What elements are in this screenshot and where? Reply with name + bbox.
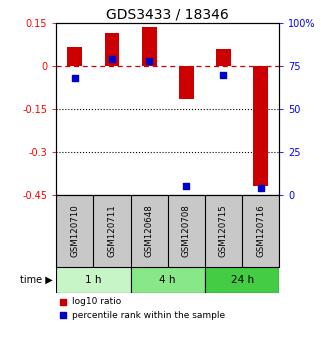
Text: time ▶: time ▶: [20, 275, 53, 285]
Point: [72, 75, 77, 81]
Text: GSM120716: GSM120716: [256, 204, 265, 257]
Point: [221, 72, 226, 78]
Text: log10 ratio: log10 ratio: [72, 297, 121, 307]
Bar: [67, 47, 82, 66]
Bar: [131, 267, 205, 293]
Bar: [56, 267, 131, 293]
Bar: [216, 49, 231, 66]
Bar: [205, 267, 279, 293]
Point: [147, 58, 152, 64]
Text: GSM120710: GSM120710: [70, 204, 79, 257]
Text: 1 h: 1 h: [85, 275, 102, 285]
Bar: [179, 66, 194, 99]
Point: [60, 313, 65, 318]
Text: GSM120648: GSM120648: [145, 204, 154, 257]
Text: percentile rank within the sample: percentile rank within the sample: [72, 311, 225, 320]
Text: 4 h: 4 h: [160, 275, 176, 285]
Point: [109, 56, 115, 62]
Point: [184, 183, 189, 189]
Bar: [253, 66, 268, 186]
Bar: [142, 27, 157, 66]
Text: GSM120711: GSM120711: [108, 204, 117, 257]
Bar: [105, 33, 119, 66]
Text: GSM120715: GSM120715: [219, 204, 228, 257]
Text: 24 h: 24 h: [230, 275, 254, 285]
Title: GDS3433 / 18346: GDS3433 / 18346: [106, 8, 229, 22]
Text: GSM120708: GSM120708: [182, 204, 191, 257]
Point: [258, 185, 263, 191]
Point: [60, 299, 65, 305]
